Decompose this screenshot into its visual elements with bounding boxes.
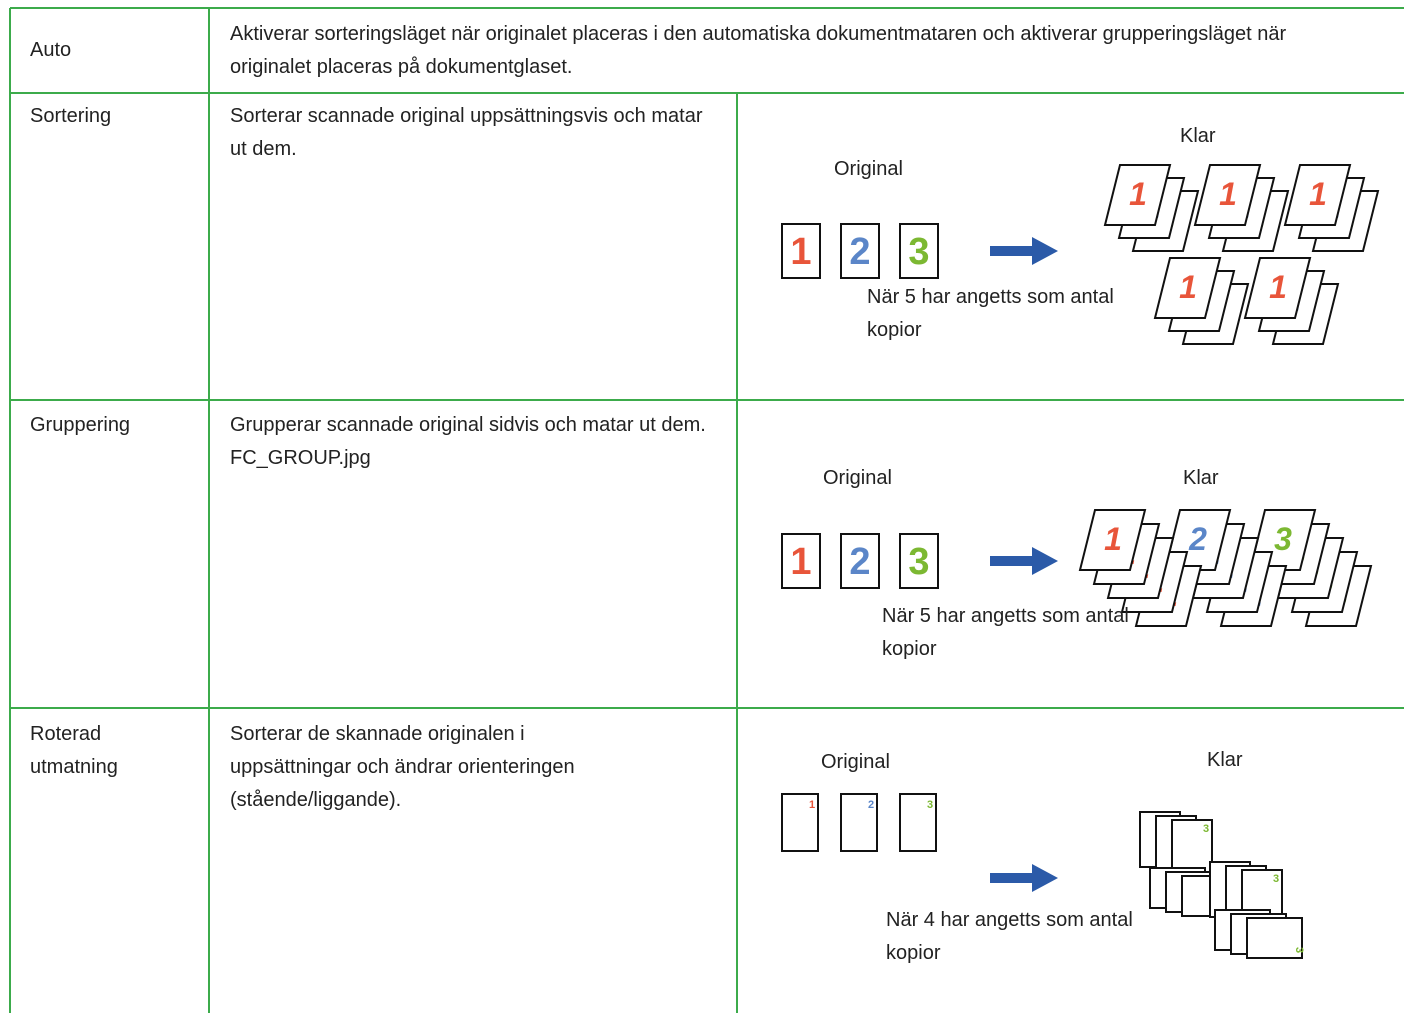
arrow-head [1032, 547, 1058, 575]
page-number: 2 [849, 541, 870, 583]
row-label: Auto [30, 39, 72, 61]
page-number: 2 [1188, 521, 1207, 557]
page [1193, 164, 1262, 226]
figure-note: När 5 har angetts som antal kopior [867, 286, 1114, 341]
page-number: 1 [1309, 176, 1327, 212]
row-label: Sortering [30, 105, 112, 127]
figure-original: Original [834, 158, 903, 180]
page-number: 3 [1293, 947, 1305, 953]
page-number: 3 [908, 231, 929, 273]
page-number: 2 [849, 231, 870, 273]
page [899, 533, 939, 589]
page [840, 793, 878, 852]
page-number: 1 [790, 541, 811, 583]
page [781, 223, 821, 279]
page-number: 3 [908, 541, 929, 583]
page-number: 1 [1269, 269, 1287, 305]
page-number: 1 [1104, 521, 1122, 557]
figure-note: När 4 har angetts som antal kopior [886, 909, 1133, 964]
page [1153, 257, 1222, 319]
page-number: 3 [1273, 873, 1279, 885]
page-number: 1 [1179, 269, 1197, 305]
figure-result: Klar [1207, 749, 1243, 771]
page [1171, 819, 1213, 876]
page-number: 1 [1219, 176, 1237, 212]
row-description: Aktiverar sorteringsläget när originalet… [230, 22, 1287, 78]
page [781, 793, 819, 852]
figure-result: Klar [1183, 467, 1219, 489]
page-number: 1 [809, 799, 815, 811]
page [1103, 164, 1172, 226]
page-number: 1 [790, 231, 811, 273]
page [899, 223, 939, 279]
page [1246, 917, 1303, 959]
figure-original: Original [821, 751, 890, 773]
row-label: Roterad utmatning [30, 723, 118, 778]
row-description: Grupperar scannade original sidvis och m… [230, 414, 706, 469]
figure-original: Original [823, 467, 892, 489]
page [899, 793, 937, 852]
page [1283, 164, 1352, 226]
row-description: Sorterar scannade original uppsättningsv… [230, 105, 703, 160]
arrow-head [1032, 864, 1058, 892]
figure-result: Klar [1180, 125, 1216, 147]
page [1078, 509, 1147, 571]
row-label: Gruppering [30, 414, 131, 436]
row-description: Sorterar de skannade originalen i uppsät… [230, 723, 575, 811]
page-number: 2 [868, 799, 874, 811]
page-number: 3 [927, 799, 933, 811]
page-number: 3 [1203, 823, 1209, 835]
page [781, 533, 821, 589]
figure-note: När 5 har angetts som antal kopior [882, 605, 1129, 660]
page [840, 533, 880, 589]
arrow-head [1032, 237, 1058, 265]
page-number: 1 [1129, 176, 1147, 212]
table-grid [9, 7, 1404, 1013]
page-number: 3 [1274, 521, 1292, 557]
page [840, 223, 880, 279]
page [1243, 257, 1312, 319]
